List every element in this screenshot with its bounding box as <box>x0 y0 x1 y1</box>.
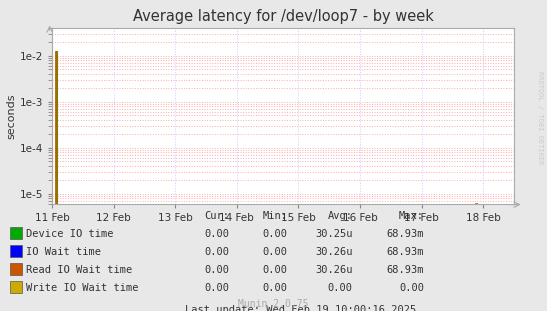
Text: 0.00: 0.00 <box>205 247 230 257</box>
Text: 0.00: 0.00 <box>205 265 230 275</box>
Text: Device IO time: Device IO time <box>26 229 114 239</box>
Text: 0.00: 0.00 <box>205 283 230 293</box>
Text: 68.93m: 68.93m <box>386 265 424 275</box>
Text: 0.00: 0.00 <box>399 283 424 293</box>
Text: Munin 2.0.75: Munin 2.0.75 <box>238 299 309 309</box>
Text: 0.00: 0.00 <box>262 283 287 293</box>
Y-axis label: seconds: seconds <box>7 93 17 139</box>
Text: 0.00: 0.00 <box>205 229 230 239</box>
Text: Avg:: Avg: <box>328 211 353 221</box>
Text: 30.26u: 30.26u <box>315 247 353 257</box>
Text: Max:: Max: <box>399 211 424 221</box>
Text: 30.26u: 30.26u <box>315 265 353 275</box>
Text: Cur:: Cur: <box>205 211 230 221</box>
Text: 0.00: 0.00 <box>262 247 287 257</box>
Text: Min:: Min: <box>262 211 287 221</box>
Text: Last update: Wed Feb 19 10:00:16 2025: Last update: Wed Feb 19 10:00:16 2025 <box>185 305 416 311</box>
Text: Write IO Wait time: Write IO Wait time <box>26 283 139 293</box>
Text: Read IO Wait time: Read IO Wait time <box>26 265 132 275</box>
Text: 30.25u: 30.25u <box>315 229 353 239</box>
Text: 68.93m: 68.93m <box>386 247 424 257</box>
Text: 0.00: 0.00 <box>328 283 353 293</box>
Text: 0.00: 0.00 <box>262 265 287 275</box>
Text: 0.00: 0.00 <box>262 229 287 239</box>
Text: 68.93m: 68.93m <box>386 229 424 239</box>
Title: Average latency for /dev/loop7 - by week: Average latency for /dev/loop7 - by week <box>132 9 434 24</box>
Text: IO Wait time: IO Wait time <box>26 247 101 257</box>
Text: RRDTOOL / TOBI OETIKER: RRDTOOL / TOBI OETIKER <box>537 72 543 165</box>
